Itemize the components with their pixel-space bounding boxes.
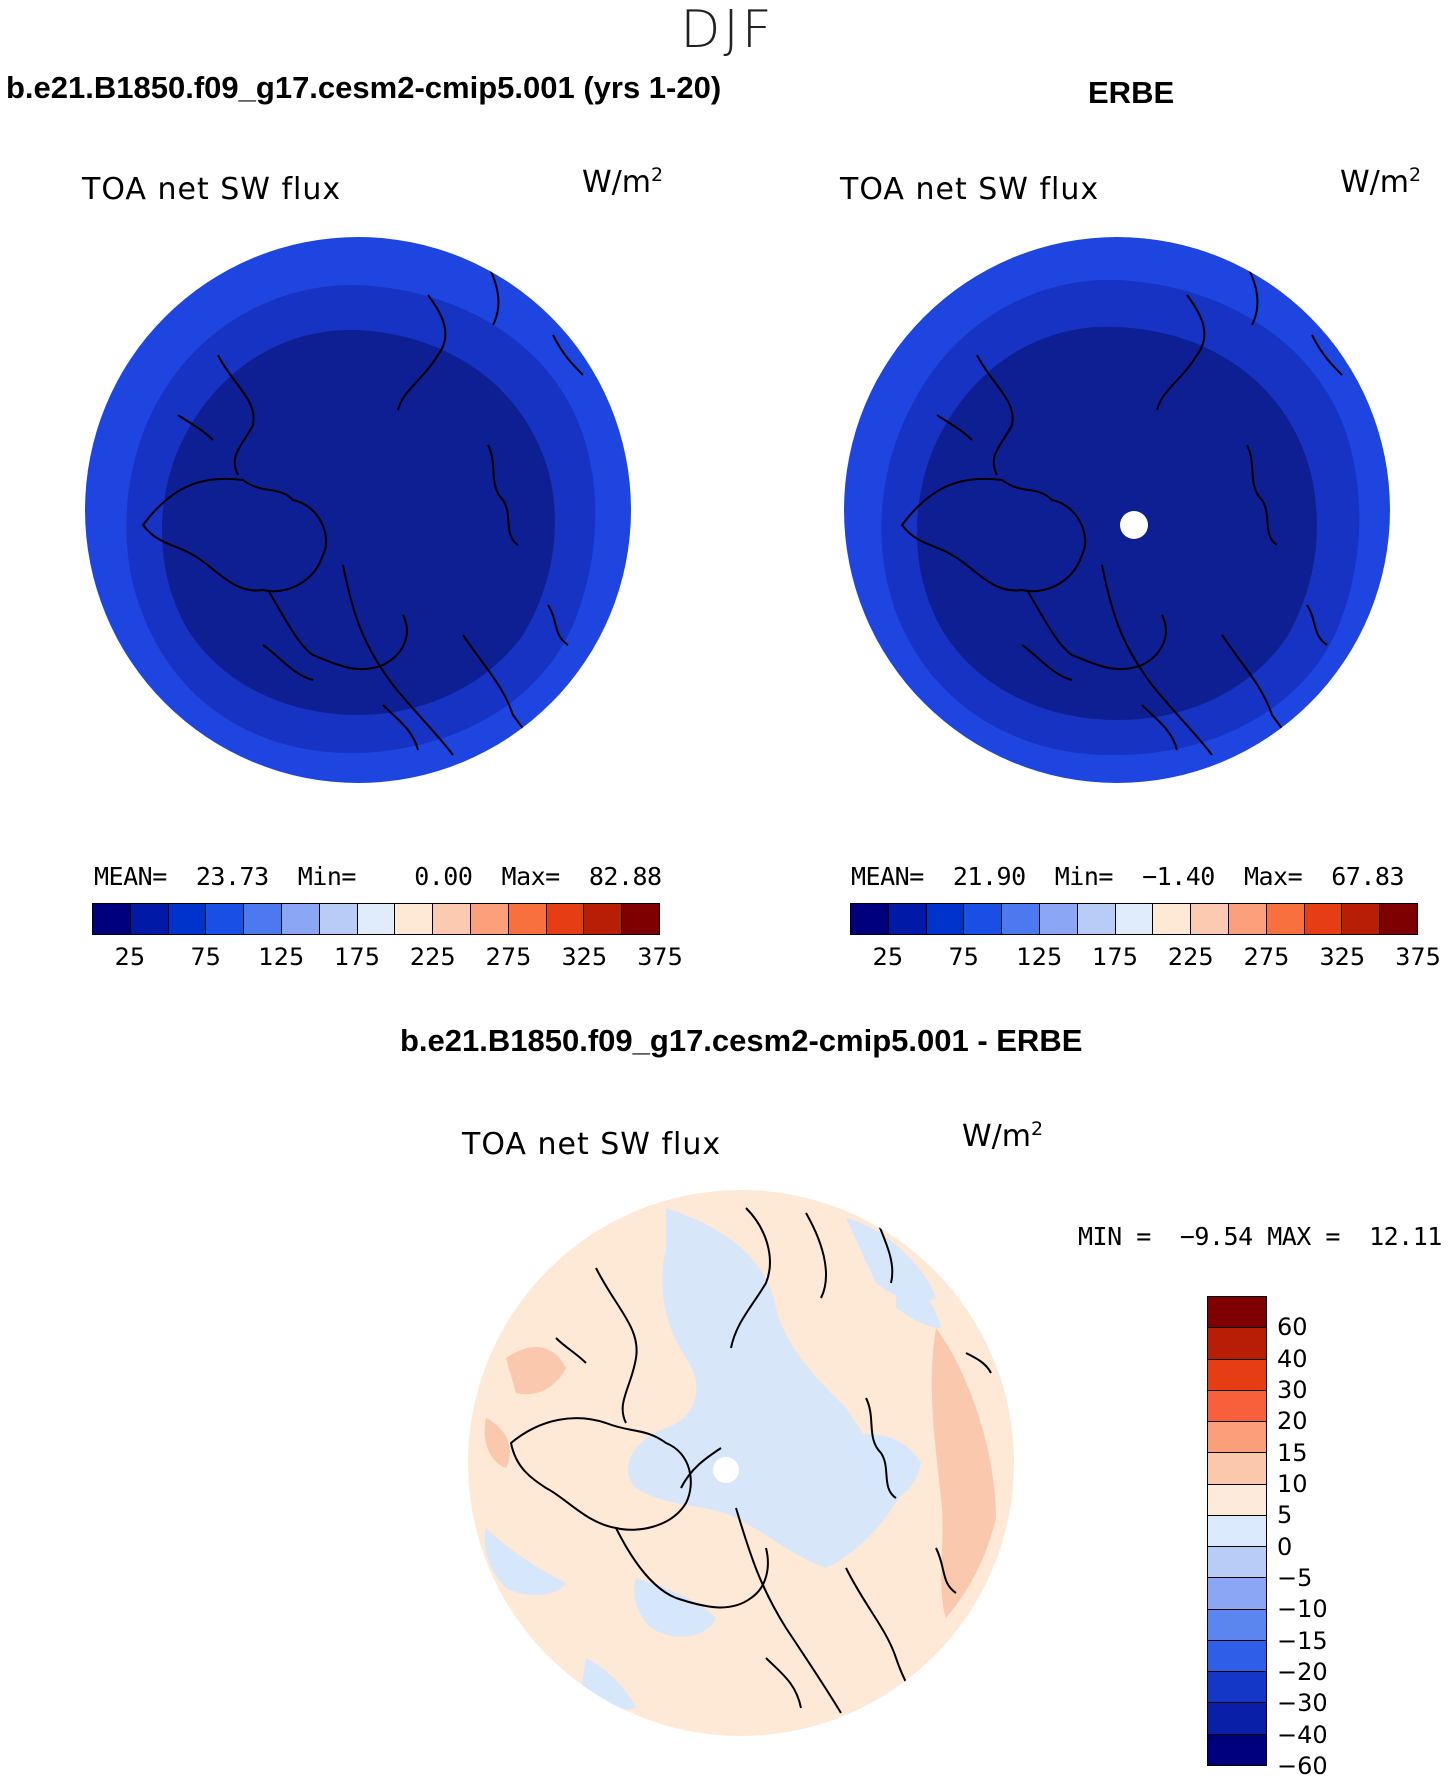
panel2-polar-map — [844, 237, 1390, 783]
colorbar-swatch-12 — [546, 904, 585, 934]
colorbar-level-label: 0 — [1277, 1532, 1293, 1561]
colorbar-swatch-13 — [584, 904, 623, 934]
colorbar-swatch-6 — [1208, 1484, 1266, 1516]
panel1-variable-label: TOA net SW flux — [82, 172, 342, 207]
colorbar-swatch-8 — [1153, 904, 1192, 934]
colorbar-swatch-12 — [1304, 904, 1343, 934]
colorbar-swatch-0 — [851, 904, 889, 934]
colorbar-swatch-10 — [470, 904, 509, 934]
colorbar-level-label: 40 — [1277, 1344, 1308, 1373]
colorbar-level-label: −20 — [1277, 1658, 1328, 1686]
colorbar-tick-label: 25 — [114, 943, 146, 971]
colorbar-swatch-3 — [1208, 1390, 1266, 1423]
colorbar-swatch-4 — [244, 904, 282, 934]
colorbar-swatch-5 — [1039, 904, 1078, 934]
panel3-colorbar-labels: 60 40 30 20 15 10 5 0 −5 −10 −15 −20 −30 −40 −60 — [1277, 1296, 1367, 1780]
colorbar-swatch-3 — [206, 904, 245, 934]
colorbar-tick-label: 325 — [561, 943, 608, 971]
colorbar-swatch-11 — [1266, 904, 1305, 934]
panel2-missing-data-pole — [1120, 511, 1148, 539]
colorbar-swatch-5 — [281, 904, 320, 934]
colorbar-swatch-14 — [622, 904, 659, 934]
colorbar-swatch-9 — [1191, 904, 1229, 934]
panel1-colorbar — [92, 903, 660, 935]
colorbar-swatch-13 — [1342, 904, 1381, 934]
colorbar-swatch-11 — [1208, 1640, 1266, 1673]
panel2-colorbar — [850, 903, 1418, 935]
colorbar-swatch-1 — [130, 904, 169, 934]
colorbar-level-label: 60 — [1277, 1313, 1308, 1342]
colorbar-swatch-13 — [1208, 1703, 1266, 1735]
colorbar-level-label: −15 — [1277, 1626, 1328, 1655]
colorbar-swatch-3 — [964, 904, 1003, 934]
panel3-variable-label: TOA net SW flux — [462, 1127, 722, 1162]
colorbar-swatch-6 — [1077, 904, 1116, 934]
colorbar-swatch-10 — [1228, 904, 1267, 934]
panel3-title: b.e21.B1850.f09_g17.cesm2-cmip5.001 - ER… — [400, 1023, 1083, 1058]
colorbar-swatch-12 — [1208, 1672, 1266, 1704]
colorbar-tick-label: 75 — [948, 943, 979, 971]
colorbar-swatch-8 — [1208, 1547, 1266, 1579]
colorbar-tick-label: 325 — [1319, 943, 1366, 971]
colorbar-swatch-0 — [1208, 1297, 1266, 1329]
colorbar-swatch-14 — [1380, 904, 1417, 934]
colorbar-swatch-8 — [395, 904, 434, 934]
colorbar-swatch-10 — [1208, 1609, 1266, 1641]
panel1-polar-map — [85, 237, 631, 783]
panel1-stats: MEAN= 23.73 Min= 0.00 Max= 82.88 — [94, 862, 662, 891]
colorbar-level-label: 20 — [1277, 1407, 1308, 1436]
colorbar-swatch-4 — [1002, 904, 1040, 934]
colorbar-tick-label: 375 — [1395, 943, 1441, 971]
colorbar-swatch-4 — [1208, 1422, 1266, 1454]
colorbar-tick-label: 175 — [334, 943, 380, 971]
colorbar-level-label: 5 — [1277, 1501, 1293, 1530]
colorbar-tick-label: 225 — [409, 943, 456, 971]
colorbar-level-label: −60 — [1277, 1752, 1328, 1780]
colorbar-tick-label: 175 — [1092, 943, 1138, 971]
colorbar-swatch-1 — [888, 904, 927, 934]
colorbar-swatch-9 — [1208, 1578, 1266, 1610]
colorbar-level-label: 30 — [1277, 1376, 1308, 1404]
panel3-difference-map — [468, 1190, 1014, 1736]
colorbar-swatch-2 — [1208, 1359, 1266, 1391]
colorbar-swatch-7 — [1115, 904, 1154, 934]
panel1-title: b.e21.B1850.f09_g17.cesm2-cmip5.001 (yrs… — [6, 70, 722, 105]
panel3-missing-data-pole — [713, 1457, 739, 1483]
colorbar-tick-label: 75 — [190, 943, 221, 971]
colorbar-tick-label: 275 — [485, 943, 532, 971]
colorbar-swatch-2 — [168, 904, 207, 934]
colorbar-swatch-6 — [319, 904, 358, 934]
colorbar-tick-label: 275 — [1243, 943, 1290, 971]
season-title: DJF — [680, 0, 775, 60]
colorbar-swatch-2 — [926, 904, 965, 934]
colorbar-tick-label: 25 — [872, 943, 904, 971]
colorbar-tick-label: 225 — [1167, 943, 1214, 971]
colorbar-level-label: −5 — [1277, 1564, 1313, 1592]
panel2-stats: MEAN= 21.90 Min= −1.40 Max= 67.83 — [851, 862, 1405, 891]
colorbar-swatch-5 — [1208, 1453, 1266, 1485]
colorbar-swatch-7 — [1208, 1515, 1266, 1548]
colorbar-level-label: −30 — [1277, 1689, 1328, 1718]
colorbar-tick-label: 375 — [637, 943, 683, 971]
colorbar-level-label: 10 — [1277, 1470, 1308, 1498]
colorbar-swatch-7 — [357, 904, 396, 934]
panel2-units: W/m2 — [1340, 164, 1422, 200]
panel3-stats: MIN = −9.54 MAX = 12.11 — [1078, 1222, 1442, 1251]
colorbar-swatch-1 — [1208, 1328, 1266, 1360]
panel2-title: ERBE — [1088, 75, 1175, 110]
panel2-variable-label: TOA net SW flux — [840, 172, 1100, 207]
panel3-colorbar — [1207, 1296, 1267, 1766]
colorbar-level-label: −40 — [1277, 1720, 1328, 1749]
colorbar-level-label: 15 — [1277, 1438, 1308, 1467]
colorbar-swatch-0 — [93, 904, 131, 934]
colorbar-swatch-9 — [433, 904, 471, 934]
colorbar-tick-label: 125 — [1016, 943, 1063, 971]
colorbar-swatch-14 — [1208, 1734, 1266, 1765]
colorbar-level-label: −10 — [1277, 1595, 1328, 1624]
colorbar-tick-label: 125 — [258, 943, 305, 971]
colorbar-swatch-11 — [508, 904, 547, 934]
panel3-units: W/m2 — [962, 1118, 1044, 1154]
panel1-units: W/m2 — [582, 164, 664, 200]
